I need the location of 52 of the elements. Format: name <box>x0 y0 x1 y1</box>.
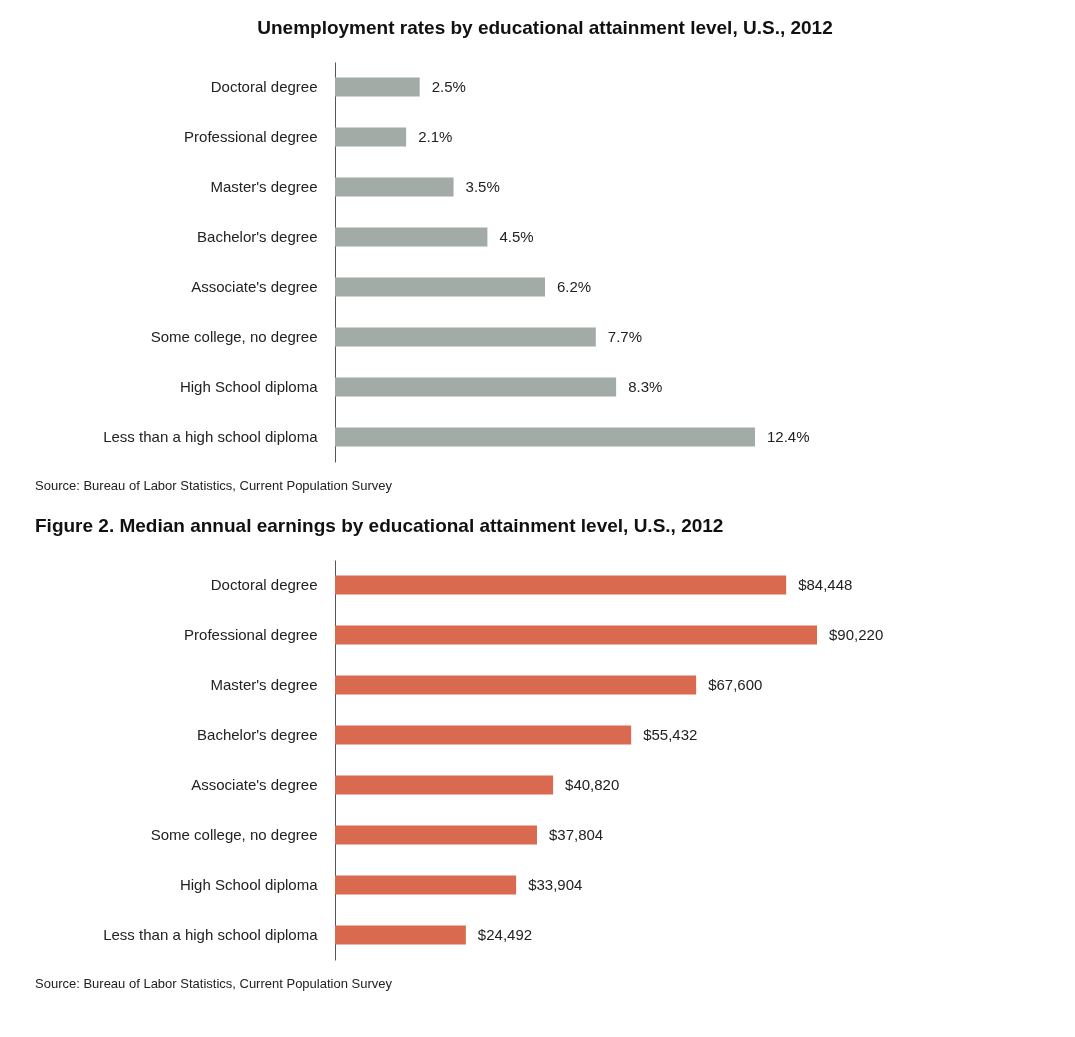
y-tick-label: Doctoral degree <box>210 78 318 95</box>
data-label: 4.5% <box>499 228 534 245</box>
data-label: 2.5% <box>431 78 466 95</box>
data-label: $55,432 <box>643 726 698 743</box>
bar <box>335 377 617 397</box>
y-tick-label: Some college, no degree <box>150 826 318 843</box>
y-tick-label: Doctoral degree <box>210 576 318 593</box>
y-tick-label: Less than a high school diploma <box>103 428 319 445</box>
bar <box>335 875 517 895</box>
data-label: 7.7% <box>607 328 643 345</box>
y-tick-label: Less than a high school diploma <box>103 926 319 943</box>
chart-title: Figure 2. Median annual earnings by educational attainment level, U.S., 2012 <box>35 515 724 536</box>
bar <box>335 77 420 97</box>
data-label: 6.2% <box>557 278 592 295</box>
data-label: 8.3% <box>628 378 663 395</box>
chart-title: Unemployment rates by educational attainment level, U.S., 2012 <box>257 17 833 38</box>
bar <box>335 177 454 197</box>
data-label: $90,220 <box>829 626 884 643</box>
data-label: $67,600 <box>708 676 763 693</box>
y-tick-label: Master's degree <box>210 178 318 195</box>
y-tick-label: High School diploma <box>179 876 319 893</box>
bar <box>335 775 554 795</box>
bar <box>335 675 697 695</box>
data-label: $24,492 <box>477 926 533 943</box>
y-tick-label: High School diploma <box>179 378 319 395</box>
bar <box>335 227 488 247</box>
data-label: 12.4% <box>767 428 810 445</box>
data-label: 2.1% <box>418 128 453 145</box>
data-label: $40,820 <box>565 776 620 793</box>
bar <box>335 127 407 147</box>
data-label: $33,904 <box>528 876 583 893</box>
y-tick-label: Bachelor's degree <box>197 726 318 743</box>
bar <box>335 575 787 595</box>
source-note: Source: Bureau of Labor Statistics, Current Population Survey <box>35 478 393 493</box>
data-label: $37,804 <box>548 826 604 843</box>
y-tick-label: Associate's degree <box>191 776 318 793</box>
bar <box>335 277 545 297</box>
y-tick-label: Associate's degree <box>191 278 318 295</box>
y-tick-label: Some college, no degree <box>150 328 318 345</box>
y-tick-label: Bachelor's degree <box>197 228 318 245</box>
bar <box>335 327 596 347</box>
data-label: 3.5% <box>465 178 500 195</box>
source-note: Source: Bureau of Labor Statistics, Current Population Survey <box>35 976 393 991</box>
bar <box>335 625 817 645</box>
y-tick-label: Master's degree <box>210 676 318 693</box>
data-label: $84,448 <box>798 576 853 593</box>
bar <box>335 725 632 745</box>
bar <box>335 925 466 945</box>
y-tick-label: Professional degree <box>184 128 318 145</box>
y-tick-label: Professional degree <box>184 626 318 643</box>
bar <box>335 825 537 845</box>
bar <box>335 427 755 447</box>
